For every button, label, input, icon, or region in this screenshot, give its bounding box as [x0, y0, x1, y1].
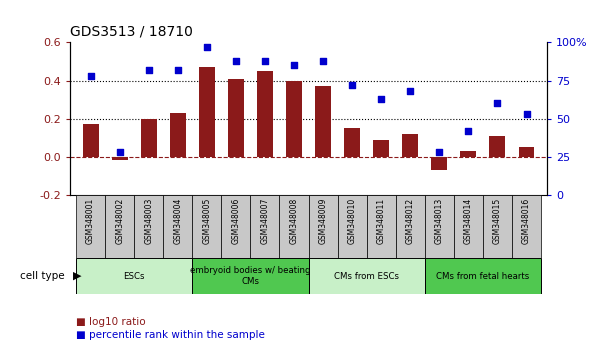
Bar — [141, 119, 156, 156]
Text: GSM348011: GSM348011 — [377, 198, 386, 244]
Point — [405, 88, 415, 94]
Bar — [163, 195, 192, 258]
Bar — [461, 151, 477, 156]
Point — [115, 149, 125, 155]
Text: GSM348015: GSM348015 — [493, 198, 502, 244]
Point — [522, 111, 532, 117]
Bar — [309, 195, 338, 258]
Bar — [344, 128, 360, 156]
Text: GSM348007: GSM348007 — [260, 198, 269, 244]
Bar — [192, 195, 221, 258]
Point — [318, 58, 328, 64]
Bar — [199, 67, 215, 156]
Text: ESCs: ESCs — [123, 272, 145, 281]
Point — [434, 149, 444, 155]
Bar — [483, 195, 512, 258]
Text: ■ percentile rank within the sample: ■ percentile rank within the sample — [76, 330, 265, 340]
Point — [144, 67, 153, 73]
Text: cell type: cell type — [20, 271, 64, 281]
Point — [202, 44, 212, 50]
Bar — [76, 258, 192, 294]
Bar — [76, 195, 105, 258]
Point — [289, 62, 299, 68]
Text: GSM348005: GSM348005 — [202, 198, 211, 244]
Bar — [221, 195, 251, 258]
Bar — [170, 113, 186, 156]
Text: embryoid bodies w/ beating
CMs: embryoid bodies w/ beating CMs — [190, 267, 310, 286]
Bar — [105, 195, 134, 258]
Bar — [82, 124, 98, 156]
Bar — [425, 195, 454, 258]
Bar — [454, 195, 483, 258]
Bar — [396, 195, 425, 258]
Bar — [279, 195, 309, 258]
Text: GDS3513 / 18710: GDS3513 / 18710 — [70, 25, 193, 39]
Point — [231, 58, 241, 64]
Text: GSM348010: GSM348010 — [348, 198, 357, 244]
Bar — [286, 80, 302, 156]
Point — [86, 73, 95, 79]
Bar — [192, 258, 309, 294]
Bar — [134, 195, 163, 258]
Point — [260, 58, 270, 64]
Bar — [338, 195, 367, 258]
Text: GSM348012: GSM348012 — [406, 198, 415, 244]
Text: CMs from fetal hearts: CMs from fetal hearts — [436, 272, 530, 281]
Text: GSM348004: GSM348004 — [174, 198, 182, 244]
Text: GSM348013: GSM348013 — [435, 198, 444, 244]
Text: GSM348014: GSM348014 — [464, 198, 473, 244]
Point — [464, 128, 474, 133]
Bar — [367, 195, 396, 258]
Bar — [489, 136, 505, 156]
Text: GSM348016: GSM348016 — [522, 198, 531, 244]
Bar — [315, 86, 331, 156]
Text: GSM348003: GSM348003 — [144, 198, 153, 244]
Bar — [373, 139, 389, 156]
Text: GSM348006: GSM348006 — [232, 198, 240, 244]
Bar — [251, 195, 279, 258]
Bar — [257, 71, 273, 156]
Bar — [519, 147, 535, 156]
Point — [492, 101, 502, 106]
Bar — [402, 134, 419, 156]
Point — [347, 82, 357, 88]
Point — [173, 67, 183, 73]
Text: GSM348001: GSM348001 — [86, 198, 95, 244]
Bar — [431, 156, 447, 170]
Text: ■ log10 ratio: ■ log10 ratio — [76, 318, 146, 327]
Point — [376, 96, 386, 102]
Bar — [425, 258, 541, 294]
Text: ▶: ▶ — [73, 271, 82, 281]
Text: GSM348008: GSM348008 — [290, 198, 299, 244]
Text: CMs from ESCs: CMs from ESCs — [334, 272, 399, 281]
Bar — [228, 79, 244, 156]
Text: GSM348002: GSM348002 — [115, 198, 124, 244]
Bar — [309, 258, 425, 294]
Bar — [112, 156, 128, 160]
Bar — [512, 195, 541, 258]
Text: GSM348009: GSM348009 — [318, 198, 327, 244]
